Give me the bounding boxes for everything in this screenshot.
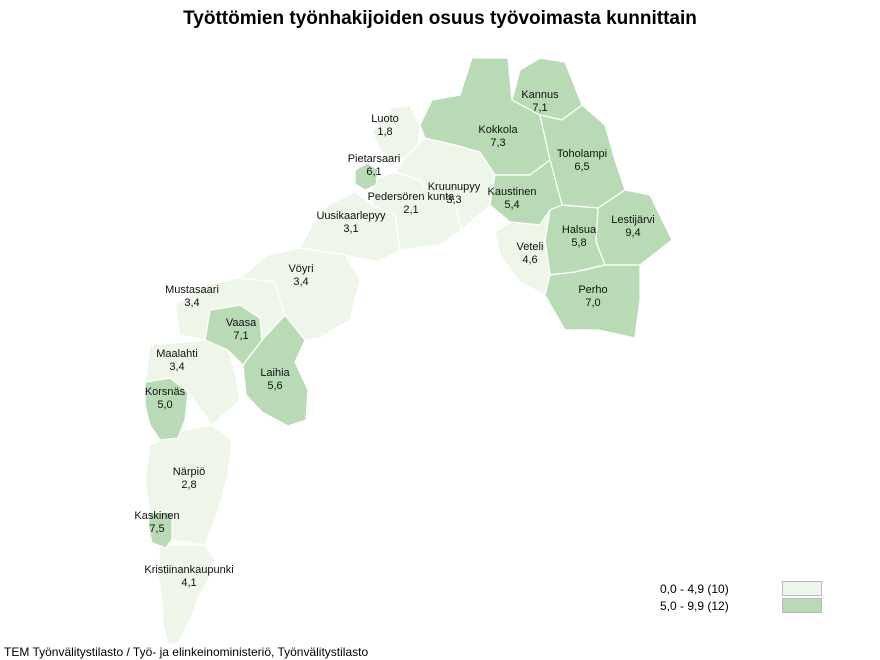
label-value-perho: 7,0 <box>585 297 600 309</box>
label-value-toholampi: 6,5 <box>574 161 589 173</box>
label-name-perho: Perho <box>578 284 607 296</box>
label-value-kristiinankaupunki: 4,1 <box>181 577 196 589</box>
label-name-vaasa: Vaasa <box>226 317 257 329</box>
label-name-narpio: Närpiö <box>173 466 205 478</box>
label-value-halsua: 5,8 <box>571 237 586 249</box>
label-value-laihia: 5,6 <box>267 380 282 392</box>
label-name-kristiinankaupunki: Kristiinankaupunki <box>144 564 233 576</box>
label-value-kruunupyy: 3,3 <box>446 194 461 206</box>
region-mustasaari[interactable] <box>174 277 286 341</box>
label-value-kaustinen: 5,4 <box>504 199 519 211</box>
label-value-narpio: 2,8 <box>181 479 196 491</box>
region-pietarsaari[interactable] <box>354 162 379 191</box>
region-narpio[interactable] <box>144 424 233 546</box>
label-name-laihia: Laihia <box>260 367 290 379</box>
legend-swatch-high <box>782 598 822 613</box>
label-value-korsnas: 5,0 <box>157 399 172 411</box>
legend-label: 0,0 - 4,9 (10) <box>660 581 729 596</box>
label-name-toholampi: Toholampi <box>557 148 607 160</box>
label-name-lestijarvi: Lestijärvi <box>611 214 654 226</box>
label-value-pedersore: 2,1 <box>403 204 418 216</box>
label-name-veteli: Veteli <box>517 241 544 253</box>
label-value-mustasaari: 3,4 <box>184 297 199 309</box>
label-name-kruunupyy: Kruunupyy <box>428 181 481 193</box>
label-name-luoto: Luoto <box>371 113 399 125</box>
label-value-pietarsaari: 6,1 <box>366 166 381 178</box>
legend-swatch-low <box>782 581 822 596</box>
label-value-kannus: 7,1 <box>532 102 547 114</box>
label-value-voyri: 3,4 <box>293 276 308 288</box>
label-value-vaasa: 7,1 <box>233 330 248 342</box>
label-name-kannus: Kannus <box>521 89 559 101</box>
map-title: Työttömien työnhakijoiden osuus työvoima… <box>183 8 697 29</box>
source-note: TEM Työnvälitystilasto / Työ- ja elinkei… <box>4 645 369 659</box>
label-name-kaskinen: Kaskinen <box>134 510 179 522</box>
label-name-mustasaari: Mustasaari <box>165 284 219 296</box>
label-value-uusikaarlepyy: 3,1 <box>343 223 358 235</box>
label-value-lestijarvi: 9,4 <box>625 227 640 239</box>
label-name-pietarsaari: Pietarsaari <box>348 153 401 165</box>
legend-item-low: 0,0 - 4,9 (10) <box>660 580 822 597</box>
label-value-kokkola: 7,3 <box>490 137 505 149</box>
region-kristiinankaupunki[interactable] <box>157 544 216 646</box>
label-name-uusikaarlepyy: Uusikaarlepyy <box>316 210 386 222</box>
label-name-pedersore: Pedersören kunta <box>368 191 456 203</box>
region-voyri[interactable] <box>239 247 361 341</box>
label-name-kokkola: Kokkola <box>478 124 518 136</box>
map-legend: 0,0 - 4,9 (10) 5,0 - 9,9 (12) <box>660 580 822 614</box>
label-name-korsnas: Korsnäs <box>145 386 186 398</box>
region-perho[interactable] <box>544 264 641 339</box>
label-name-kaustinen: Kaustinen <box>488 186 537 198</box>
label-value-maalahti: 3,4 <box>169 361 184 373</box>
label-value-luoto: 1,8 <box>377 126 392 138</box>
legend-label: 5,0 - 9,9 (12) <box>660 598 729 613</box>
label-name-maalahti: Maalahti <box>156 348 198 360</box>
label-value-veteli: 4,6 <box>522 254 537 266</box>
label-name-halsua: Halsua <box>562 224 597 236</box>
label-name-voyri: Vöyri <box>288 263 313 275</box>
legend-item-high: 5,0 - 9,9 (12) <box>660 597 822 614</box>
label-value-kaskinen: 7,5 <box>149 523 164 535</box>
